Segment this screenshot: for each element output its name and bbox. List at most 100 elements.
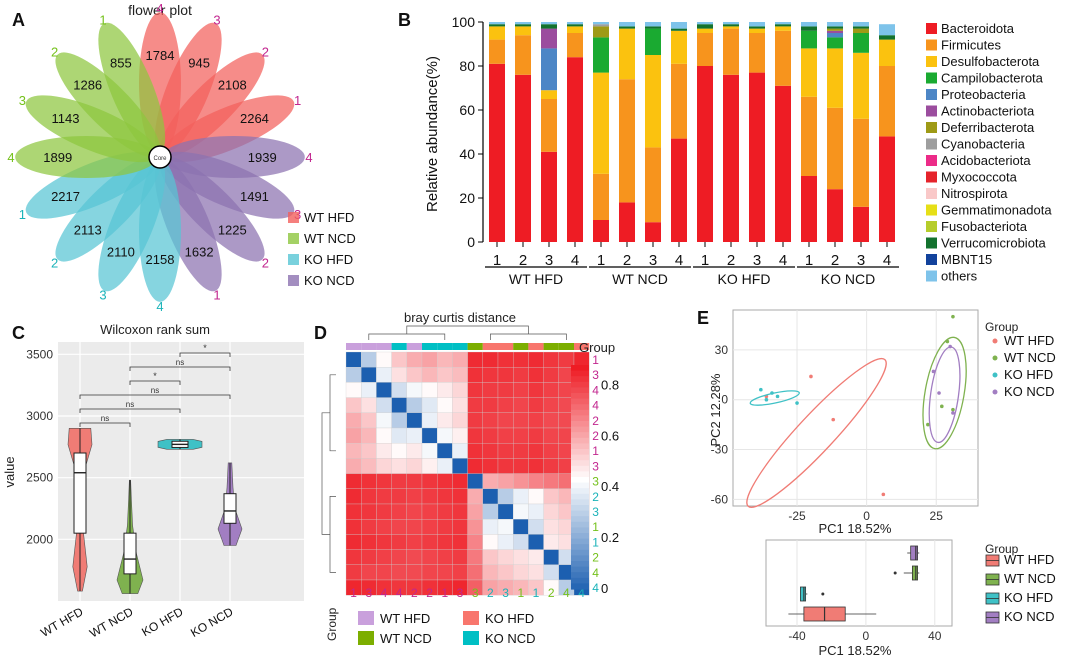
heatmap-cell xyxy=(452,473,468,489)
bar-x-tick-label: 3 xyxy=(857,252,865,269)
bar-segment xyxy=(671,138,687,242)
heatmap-cell xyxy=(406,427,423,444)
pc1-x-tick-label: 0 xyxy=(863,629,870,643)
bar-x-tick-label: 3 xyxy=(649,252,657,269)
heatmap-cell xyxy=(528,412,544,429)
bar-segment xyxy=(723,28,739,75)
pca-y-tick-label: -30 xyxy=(711,443,729,457)
flower-petal-sample: 2 xyxy=(262,45,269,60)
flower-petal-value: 1632 xyxy=(185,244,214,259)
heatmap-cell xyxy=(497,564,514,581)
pca-point xyxy=(831,417,836,422)
heatmap-cell xyxy=(391,443,407,459)
bar-segment xyxy=(775,85,791,242)
panel-letter-e: E xyxy=(697,308,709,328)
violin-y-label: value xyxy=(2,456,17,487)
bar-x-tick-label: 1 xyxy=(805,252,813,269)
bar-x-tick-label: 2 xyxy=(623,252,631,269)
bar-legend-label: Myxococcota xyxy=(941,170,1018,185)
heatmap-title: bray curtis distance xyxy=(404,310,516,325)
pca-legend-title: Group xyxy=(985,320,1019,334)
heatmap-col-label: 1 xyxy=(441,586,448,600)
heatmap-cell xyxy=(345,549,362,565)
heatmap-colorbar-step xyxy=(571,426,589,433)
heatmap-cell xyxy=(528,427,544,444)
heatmap-colorbar-step xyxy=(571,471,589,478)
heatmap-legend-swatch xyxy=(463,631,479,645)
pca-legend-dot xyxy=(992,338,998,344)
heatmap-cell xyxy=(421,503,438,520)
heatmap-cell xyxy=(452,488,468,505)
heatmap-cell xyxy=(452,412,468,429)
pca-point xyxy=(926,422,930,427)
heatmap-cell xyxy=(406,397,423,413)
heatmap-cell xyxy=(528,351,544,368)
bar-legend-label: Campilobacterota xyxy=(941,71,1044,86)
flower-petal-sample: 2 xyxy=(51,255,58,270)
heatmap-cell xyxy=(391,458,407,474)
significance-label: * xyxy=(153,371,157,381)
heatmap-cell xyxy=(497,382,514,398)
heatmap-cell xyxy=(497,534,514,550)
bar-segment xyxy=(541,28,557,49)
bar-segment xyxy=(827,107,843,190)
heatmap-col-label: 2 xyxy=(411,586,418,600)
bar-segment xyxy=(697,22,713,25)
heatmap-cell xyxy=(513,534,529,550)
heatmap-colorbar-step xyxy=(571,521,589,528)
bar-segment xyxy=(593,173,609,220)
bar-x-tick-label: 3 xyxy=(545,252,553,269)
bar-segment xyxy=(645,22,661,27)
heatmap-cell xyxy=(361,351,377,368)
bar-segment xyxy=(827,22,843,27)
heatmap-cell xyxy=(391,412,407,429)
heatmap-colorbar-step xyxy=(571,454,589,461)
bar-segment xyxy=(853,22,869,27)
heatmap-col-label: 1 xyxy=(517,586,524,600)
bar-segment xyxy=(541,99,557,152)
bar-legend-swatch xyxy=(926,138,937,150)
heatmap-cell xyxy=(497,427,514,444)
heatmap-colorbar-step xyxy=(571,409,589,416)
heatmap-row-label: 2 xyxy=(592,429,599,443)
pca-x-tick-label: -25 xyxy=(788,509,806,523)
heatmap-colorbar-step xyxy=(571,510,589,517)
heatmap-colorbar-step xyxy=(571,443,589,450)
bar-segment xyxy=(697,33,713,66)
pca-point xyxy=(951,411,955,415)
heatmap-cell xyxy=(391,488,407,505)
heatmap-colorbar-step xyxy=(571,516,589,523)
heatmap-col-label: 3 xyxy=(502,586,509,600)
bar-segment xyxy=(827,30,843,33)
bar-y-tick-label: 40 xyxy=(459,146,475,162)
flower-petal-value: 1286 xyxy=(73,78,102,93)
bar-segment xyxy=(593,26,609,38)
heatmap-cell xyxy=(437,488,453,505)
heatmap-cell xyxy=(467,564,483,581)
bar-x-tick-label: 1 xyxy=(597,252,605,269)
bar-legend-swatch xyxy=(926,221,937,232)
heatmap-cell xyxy=(513,397,529,413)
bar-segment xyxy=(541,22,557,25)
bar-segment xyxy=(853,52,869,119)
heatmap-cell xyxy=(467,397,483,413)
bar-segment xyxy=(645,55,661,148)
heatmap-col-label: 3 xyxy=(472,586,479,600)
pca-x-tick-label: 25 xyxy=(930,509,944,523)
bar-segment xyxy=(567,24,583,27)
heatmap-colorbar-step xyxy=(571,437,589,444)
heatmap-cell xyxy=(543,382,559,398)
heatmap-colorbar-tick: 0.8 xyxy=(601,377,619,392)
pca-point xyxy=(940,404,944,409)
bar-segment xyxy=(619,79,635,203)
pca-ellipse xyxy=(746,357,887,508)
heatmap-cell xyxy=(482,534,499,550)
heatmap-group-legend-title: Group xyxy=(325,607,339,641)
bar-legend-swatch xyxy=(926,237,937,249)
bar-segment xyxy=(489,24,505,27)
bar-segment xyxy=(801,176,817,242)
heatmap-cell xyxy=(558,351,575,368)
bar-segment xyxy=(515,35,531,75)
heatmap-cell xyxy=(543,443,559,459)
